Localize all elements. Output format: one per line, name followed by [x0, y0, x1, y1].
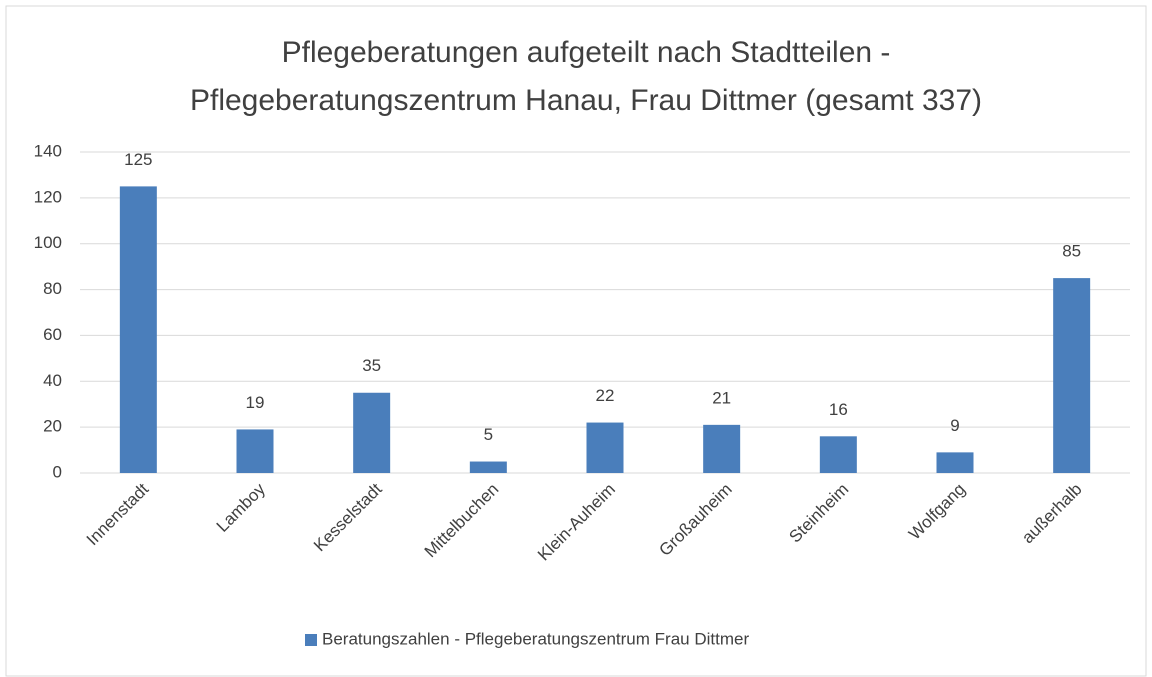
- bar: [119, 186, 157, 473]
- bar: [353, 392, 391, 473]
- data-label: 22: [596, 386, 615, 405]
- chart-title: Pflegeberatungszentrum Hanau, Frau Dittm…: [190, 84, 982, 117]
- bar: [1053, 278, 1091, 473]
- chart-title: Pflegeberatungen aufgeteilt nach Stadtte…: [282, 36, 891, 69]
- data-label: 5: [484, 425, 493, 444]
- legend-label: Beratungszahlen - Pflegeberatungszentrum…: [322, 629, 749, 648]
- bar: [819, 436, 857, 473]
- bar: [703, 424, 741, 473]
- y-tick-label: 140: [34, 141, 62, 160]
- y-tick-label: 40: [43, 371, 62, 390]
- data-label: 9: [950, 416, 959, 435]
- y-tick-label: 60: [43, 325, 62, 344]
- data-label: 19: [246, 393, 265, 412]
- data-label: 16: [829, 400, 848, 419]
- data-label: 35: [362, 356, 381, 375]
- data-label: 125: [124, 150, 152, 169]
- chart-frame: [5, 5, 1147, 677]
- y-tick-label: 100: [34, 233, 62, 252]
- bar: [936, 452, 974, 473]
- y-tick-label: 0: [53, 462, 62, 481]
- data-label: 85: [1062, 242, 1081, 261]
- bar: [586, 422, 624, 473]
- bar: [236, 429, 274, 473]
- data-label: 21: [712, 388, 731, 407]
- y-tick-label: 20: [43, 417, 62, 436]
- legend-swatch: [305, 634, 317, 646]
- bar: [469, 461, 507, 473]
- y-tick-label: 120: [34, 187, 62, 206]
- y-tick-label: 80: [43, 279, 62, 298]
